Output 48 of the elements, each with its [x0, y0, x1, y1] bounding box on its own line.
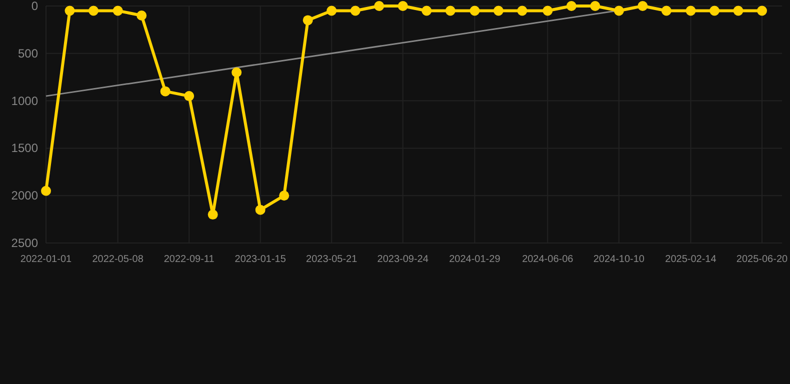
point — [232, 67, 242, 78]
point — [398, 1, 408, 11]
point — [302, 15, 313, 26]
point — [208, 210, 218, 220]
point — [590, 1, 600, 11]
point — [686, 6, 696, 16]
x-tick-label: 2024-01-29 — [449, 254, 501, 265]
point — [470, 6, 480, 16]
x-tick-label: 2025-06-20 — [736, 254, 788, 265]
x-tick-label: 2023-01-15 — [234, 254, 286, 265]
point — [517, 6, 528, 16]
x-tick-label: 2023-09-24 — [377, 254, 429, 265]
point — [112, 6, 123, 16]
point — [614, 6, 624, 16]
point — [350, 6, 360, 16]
y-tick-label: 1500 — [11, 141, 38, 156]
x-tick-label: 2025-02-14 — [665, 254, 717, 265]
x-tick-label: 2022-09-11 — [164, 254, 215, 265]
point — [661, 6, 672, 16]
x-tick-label: 2022-05-08 — [92, 254, 144, 265]
point — [638, 1, 648, 11]
point — [445, 6, 456, 16]
point — [733, 6, 744, 16]
point — [64, 6, 75, 16]
point — [160, 86, 170, 96]
y-tick-label: 500 — [18, 46, 38, 60]
point — [136, 10, 147, 20]
point — [255, 204, 266, 215]
point — [542, 6, 553, 16]
point — [279, 190, 290, 201]
point — [326, 6, 337, 16]
y-tick-label: 1000 — [11, 94, 38, 108]
point — [422, 6, 432, 16]
point — [566, 1, 576, 11]
point — [493, 6, 504, 16]
x-tick-label: 2022-01-01 — [20, 254, 72, 265]
point — [41, 186, 51, 196]
x-tick-label: 2023-05-21 — [306, 254, 358, 265]
point — [374, 1, 384, 11]
x-tick-label: 2024-10-10 — [593, 254, 645, 265]
point — [88, 6, 99, 16]
point — [757, 6, 767, 16]
y-tick-label: 0 — [31, 0, 38, 13]
y-tick-label: 2500 — [11, 236, 38, 250]
point — [709, 6, 720, 16]
y-tick-label: 2000 — [11, 188, 38, 203]
point — [184, 91, 194, 102]
x-tick-label: 2024-06-06 — [522, 254, 574, 265]
